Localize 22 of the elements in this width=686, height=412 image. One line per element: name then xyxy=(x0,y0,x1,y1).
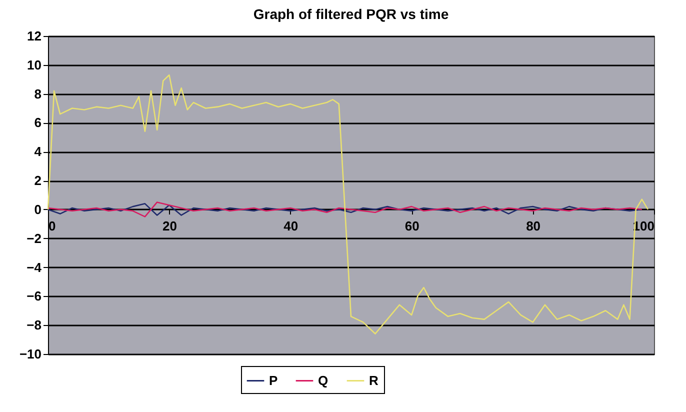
y-tick-label: −10 xyxy=(19,346,42,362)
y-tick-label: −4 xyxy=(26,260,42,275)
y-tick-label: −6 xyxy=(26,288,42,304)
x-tick-label: 20 xyxy=(162,218,177,234)
y-tick-label: 2 xyxy=(34,173,42,188)
legend-label: R xyxy=(369,372,379,388)
y-tick-label: 0 xyxy=(34,202,42,217)
x-tick-label: 80 xyxy=(526,218,541,234)
chart-title: Graph of filtered PQR vs time xyxy=(253,6,449,22)
y-tick-label: 12 xyxy=(27,28,42,44)
y-tick-label: 4 xyxy=(34,144,42,160)
y-tick-label: −8 xyxy=(26,318,42,333)
legend-label: Q xyxy=(318,372,328,388)
y-tick-label: −2 xyxy=(26,230,42,246)
y-tick-label: 8 xyxy=(34,86,42,102)
x-tick-label: 0 xyxy=(48,218,56,234)
y-tick-label: 10 xyxy=(27,57,42,72)
x-tick-label: 100 xyxy=(632,218,654,234)
x-tick-label: 40 xyxy=(284,218,298,234)
x-tick-label: 60 xyxy=(404,218,420,234)
legend-label: P xyxy=(269,372,278,388)
y-tick-label: 6 xyxy=(34,115,42,130)
